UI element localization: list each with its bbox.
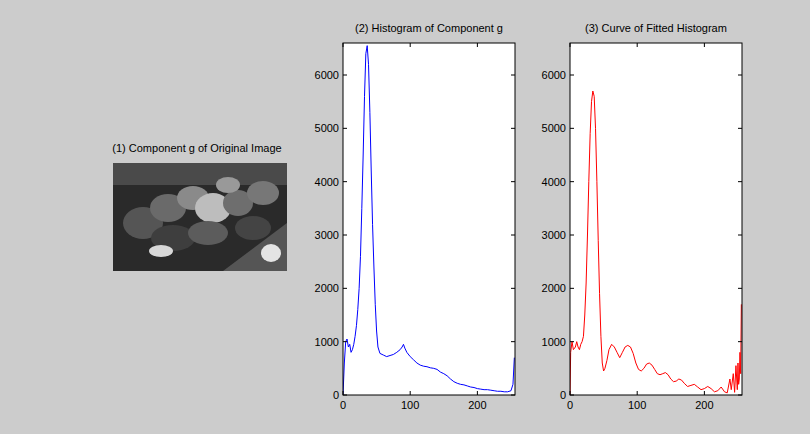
y-tick-label: 1000	[542, 336, 566, 348]
y-tick-label: 6000	[542, 69, 566, 81]
x-tick	[410, 391, 411, 395]
y-tick-label: 0	[560, 389, 566, 401]
axes-frame	[570, 43, 742, 395]
y-tick-label: 5000	[542, 122, 566, 134]
axes-frame	[343, 43, 515, 395]
x-tick-label: 0	[340, 399, 346, 411]
image-shape	[216, 177, 240, 193]
x-tick	[570, 391, 571, 395]
x-tick	[343, 43, 344, 47]
data-line	[570, 91, 741, 395]
y-tick	[738, 235, 742, 236]
image-shape	[247, 181, 279, 205]
y-tick	[511, 288, 515, 289]
y-tick-label: 4000	[542, 176, 566, 188]
y-tick	[511, 341, 515, 342]
plot-area	[343, 43, 515, 395]
x-tick	[637, 391, 638, 395]
y-tick-label: 2000	[542, 282, 566, 294]
image-shape	[149, 245, 173, 257]
y-tick-label: 3000	[542, 229, 566, 241]
x-tick	[637, 43, 638, 47]
y-tick	[511, 235, 515, 236]
y-tick	[343, 288, 347, 289]
y-tick	[343, 235, 347, 236]
y-tick	[570, 235, 574, 236]
line-panel: 0 1000 2000 3000 4000 5000 6000 0 100 200 (3) Curv…	[542, 22, 742, 411]
x-tick	[343, 391, 344, 395]
y-tick	[738, 75, 742, 76]
y-tick	[570, 128, 574, 129]
x-tick	[570, 43, 571, 47]
y-tick	[343, 75, 347, 76]
y-tick	[738, 181, 742, 182]
panel-title: (1) Component g of Original Image	[112, 142, 281, 154]
y-tick	[570, 75, 574, 76]
y-tick	[511, 128, 515, 129]
image-shape	[188, 221, 228, 245]
x-tick-label: 200	[695, 399, 713, 411]
y-tick	[738, 395, 742, 396]
y-tick-label: 3000	[315, 229, 339, 241]
y-tick	[570, 341, 574, 342]
x-tick	[704, 391, 705, 395]
x-tick-label: 200	[468, 399, 486, 411]
panel-title: (2) Histogram of Component g	[355, 22, 503, 34]
y-tick	[738, 128, 742, 129]
x-tick	[704, 43, 705, 47]
y-tick-label: 6000	[315, 69, 339, 81]
y-tick	[343, 341, 347, 342]
data-group	[570, 91, 741, 395]
y-tick-label: 1000	[315, 336, 339, 348]
x-tick	[477, 391, 478, 395]
y-tick-label: 4000	[315, 176, 339, 188]
figure: (1) Component g of Original Image0100020…	[0, 0, 810, 434]
data-line	[343, 46, 514, 395]
image-placeholder	[113, 163, 287, 271]
y-tick	[343, 181, 347, 182]
y-tick	[343, 395, 347, 396]
y-tick-label: 2000	[315, 282, 339, 294]
y-tick	[738, 288, 742, 289]
x-tick-label: 100	[401, 399, 419, 411]
plot-area	[570, 43, 742, 395]
y-tick	[511, 395, 515, 396]
x-tick	[477, 43, 478, 47]
y-tick	[570, 288, 574, 289]
y-tick-label: 0	[333, 389, 339, 401]
y-tick	[570, 395, 574, 396]
x-tick-label: 100	[628, 399, 646, 411]
line-panel: 0 1000 2000 3000 4000 5000 6000 0 100 200 (2) Hist…	[315, 22, 515, 411]
background	[0, 0, 810, 434]
y-tick	[511, 75, 515, 76]
y-tick-label: 5000	[315, 122, 339, 134]
image-shape	[261, 244, 281, 262]
data-group	[343, 46, 514, 395]
y-tick	[738, 341, 742, 342]
x-tick	[410, 43, 411, 47]
y-tick	[511, 181, 515, 182]
image-shape	[235, 216, 271, 240]
image-panel	[113, 163, 287, 271]
panel-title: (3) Curve of Fitted Histogram	[585, 22, 727, 34]
x-tick-label: 0	[567, 399, 573, 411]
y-tick	[343, 128, 347, 129]
y-tick	[570, 181, 574, 182]
